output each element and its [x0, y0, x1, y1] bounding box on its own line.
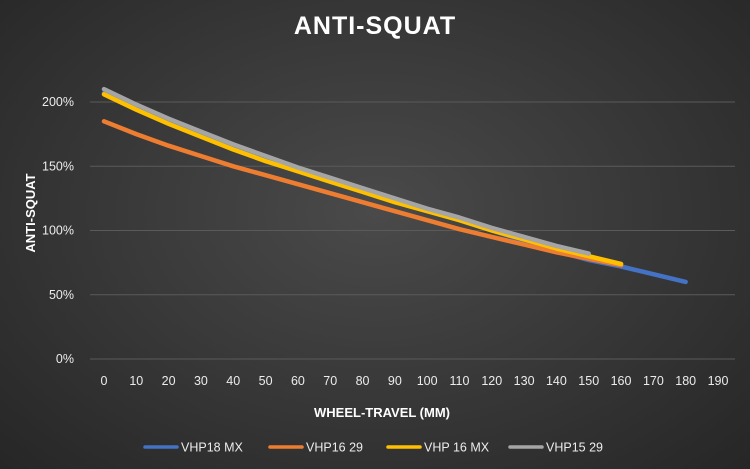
x-tick-label: 140 — [546, 374, 567, 388]
legend-label: VHP 16 MX — [424, 441, 490, 455]
series-line-vhp15-29 — [101, 86, 591, 256]
x-tick-label: 180 — [675, 374, 696, 388]
y-tick-label: 200% — [42, 95, 74, 109]
y-tick-label: 100% — [42, 224, 74, 238]
legend-label: VHP16 29 — [306, 441, 363, 455]
x-tick-label: 110 — [450, 374, 470, 388]
x-tick-label: 20 — [162, 374, 176, 388]
x-tick-label: 190 — [708, 374, 729, 388]
x-tick-label: 30 — [194, 374, 208, 388]
x-tick-label: 10 — [129, 374, 143, 388]
chart-title: ANTI-SQUAT — [294, 12, 456, 40]
x-axis-ticks: 0 10 20 30 40 50 60 70 80 90 100 110 120 130 140 150 160… — [101, 374, 729, 388]
series-line-vhp16-29 — [101, 119, 624, 268]
x-tick-label: 60 — [291, 374, 305, 388]
y-tick-label: 150% — [42, 159, 74, 173]
series-line-vhp-16-mx — [101, 92, 624, 267]
x-tick-label: 70 — [323, 374, 337, 388]
y-axis-ticks: 0% 50% 100% 150% 200% — [42, 95, 74, 366]
x-tick-label: 130 — [514, 374, 535, 388]
legend-label: VHP18 MX — [181, 441, 243, 455]
legend-label: VHP15 29 — [546, 441, 603, 455]
x-tick-label: 50 — [259, 374, 273, 388]
y-tick-label: 50% — [49, 288, 74, 302]
legend: VHP18 MX VHP16 29 VHP 16 MX VHP15 29 — [143, 441, 603, 455]
x-axis-title: WHEEL-TRAVEL (MM) — [314, 405, 450, 420]
gridlines — [90, 101, 735, 360]
series-line-vhp18-mx — [101, 90, 688, 285]
x-tick-label: 40 — [226, 374, 240, 388]
x-tick-label: 150 — [578, 374, 599, 388]
x-tick-label: 80 — [356, 374, 370, 388]
x-tick-label: 170 — [643, 374, 664, 388]
x-tick-label: 160 — [611, 374, 632, 388]
y-tick-label: 0% — [56, 352, 74, 366]
x-tick-label: 120 — [481, 374, 502, 388]
x-tick-label: 0 — [101, 374, 108, 388]
x-tick-label: 90 — [388, 374, 402, 388]
series-lines — [101, 86, 688, 285]
y-axis-title: ANTI-SQUAT — [23, 173, 38, 252]
x-tick-label: 100 — [417, 374, 438, 388]
